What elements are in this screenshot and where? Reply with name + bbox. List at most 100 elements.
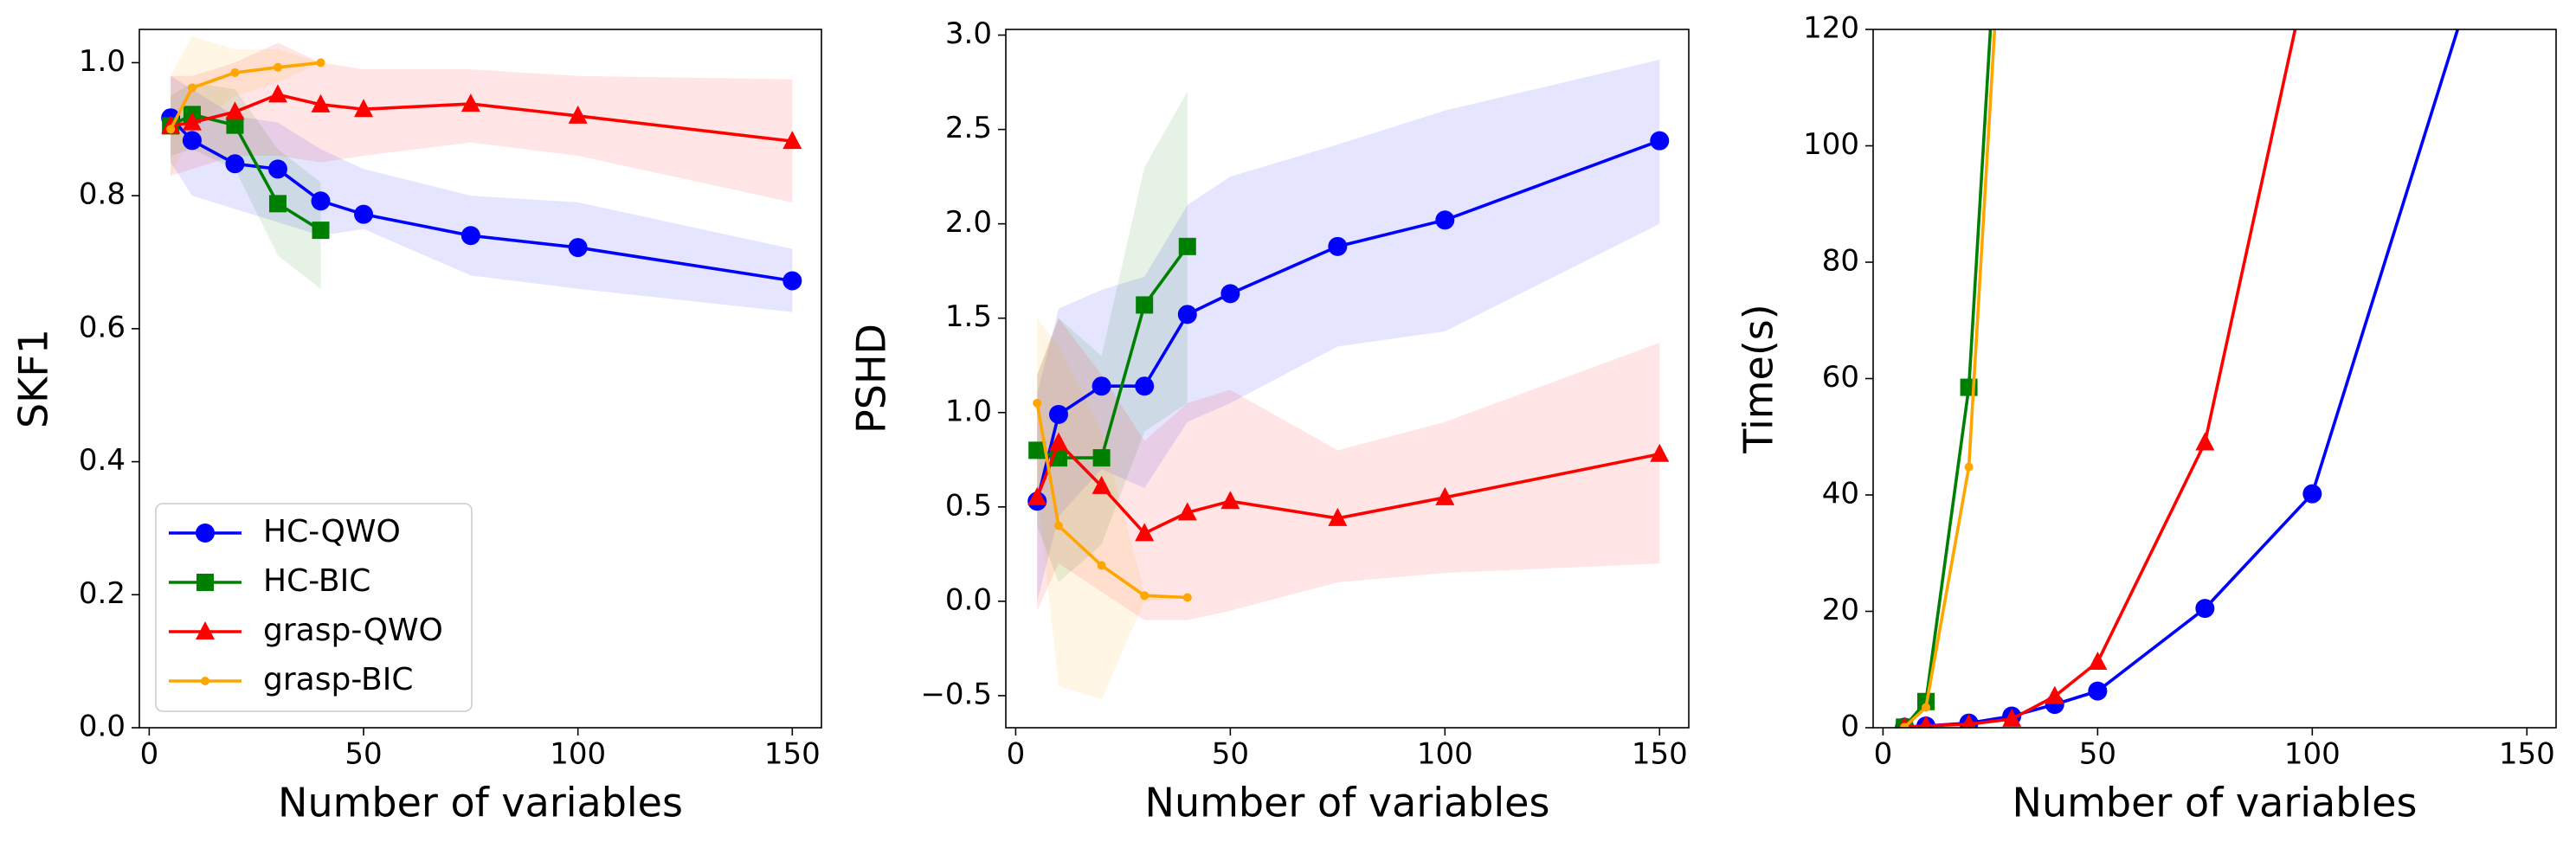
marker bbox=[1028, 441, 1046, 459]
x-axis-label: Number of variables bbox=[2012, 780, 2418, 826]
marker bbox=[311, 191, 331, 211]
marker bbox=[1328, 507, 1348, 526]
y-axis-label: Time(s) bbox=[1736, 304, 1782, 453]
x-tick-label: 100 bbox=[1417, 737, 1473, 772]
marker bbox=[166, 125, 176, 134]
marker bbox=[312, 222, 330, 240]
error-band bbox=[171, 82, 321, 289]
y-tick-label: 100 bbox=[1803, 127, 1859, 162]
marker bbox=[460, 93, 480, 112]
marker bbox=[354, 99, 374, 118]
marker bbox=[1178, 237, 1196, 255]
x-tick-label: 100 bbox=[2284, 737, 2341, 772]
marker bbox=[2195, 599, 2215, 619]
y-tick-label: 0.4 bbox=[79, 443, 126, 478]
marker bbox=[2195, 432, 2215, 451]
y-tick-label: 1.0 bbox=[79, 44, 126, 79]
marker bbox=[1136, 296, 1154, 314]
marker bbox=[1135, 523, 1155, 542]
series-line bbox=[1903, 29, 1993, 728]
marker bbox=[1033, 398, 1042, 408]
marker bbox=[1092, 449, 1111, 467]
marker bbox=[187, 83, 196, 93]
marker bbox=[1328, 236, 1348, 256]
marker bbox=[1177, 502, 1197, 521]
x-tick-label: 100 bbox=[550, 737, 606, 772]
marker bbox=[1900, 723, 1909, 728]
marker bbox=[230, 67, 240, 77]
plot-area bbox=[1027, 59, 1670, 700]
legend-symbol bbox=[201, 677, 209, 685]
marker bbox=[1961, 713, 1976, 728]
marker bbox=[1182, 593, 1192, 602]
y-tick-label: 2.0 bbox=[945, 205, 992, 240]
marker bbox=[268, 195, 287, 213]
marker bbox=[273, 62, 282, 72]
marker bbox=[1650, 443, 1670, 462]
legend-symbol bbox=[196, 574, 214, 591]
marker bbox=[267, 159, 287, 179]
y-tick-label: 0.8 bbox=[79, 177, 126, 212]
error-band bbox=[171, 42, 793, 202]
y-tick-label: 0.0 bbox=[945, 582, 992, 617]
legend-symbol bbox=[196, 524, 215, 543]
y-tick-label: 80 bbox=[1822, 244, 1859, 279]
marker bbox=[1650, 131, 1670, 151]
x-tick-label: 50 bbox=[1212, 737, 1249, 772]
marker bbox=[1921, 703, 1930, 712]
error-band bbox=[1037, 318, 1660, 620]
marker bbox=[161, 115, 181, 134]
marker bbox=[1964, 462, 1974, 472]
y-tick-label: 60 bbox=[1822, 360, 1859, 395]
legend-marker bbox=[196, 524, 215, 543]
x-tick-label: 0 bbox=[140, 737, 159, 772]
x-tick-label: 150 bbox=[764, 737, 821, 772]
y-tick-label: 0.2 bbox=[79, 576, 126, 611]
marker bbox=[1027, 486, 1047, 505]
marker bbox=[226, 116, 244, 134]
marker bbox=[1135, 376, 1155, 396]
y-tick-label: 0 bbox=[1840, 710, 1859, 744]
marker bbox=[1097, 561, 1106, 570]
marker bbox=[1220, 491, 1240, 510]
x-tick-label: 50 bbox=[2079, 737, 2116, 772]
legend-box bbox=[155, 503, 473, 712]
legend-label: grasp-QWO bbox=[263, 613, 443, 648]
y-axis-label: SKF1 bbox=[10, 329, 57, 428]
legend-symbol bbox=[196, 621, 215, 639]
marker bbox=[1435, 486, 1455, 505]
legend-marker bbox=[201, 677, 209, 685]
marker bbox=[1092, 376, 1111, 396]
plot-area bbox=[1895, 29, 2460, 728]
marker bbox=[2045, 685, 2064, 704]
series-line bbox=[1903, 29, 1997, 728]
marker bbox=[316, 58, 325, 67]
marker bbox=[782, 271, 802, 291]
marker bbox=[1140, 591, 1150, 601]
y-tick-label: 0.5 bbox=[945, 488, 992, 523]
plot-area bbox=[161, 35, 802, 312]
marker bbox=[2088, 681, 2108, 701]
x-axis-label: Number of variables bbox=[278, 780, 683, 826]
error-band bbox=[1037, 59, 1660, 601]
marker bbox=[1048, 404, 1068, 424]
marker bbox=[1220, 284, 1240, 304]
y-tick-label: 0.6 bbox=[79, 310, 126, 344]
legend-label: HC-QWO bbox=[263, 514, 401, 549]
y-tick-label: −0.5 bbox=[920, 677, 992, 711]
marker bbox=[568, 238, 588, 258]
x-tick-label: 150 bbox=[1632, 737, 1688, 772]
marker bbox=[1048, 432, 1068, 451]
marker bbox=[225, 101, 245, 120]
y-tick-label: 120 bbox=[1803, 11, 1859, 46]
y-axis-label: PSHD bbox=[848, 324, 895, 434]
marker bbox=[354, 204, 374, 224]
x-tick-label: 150 bbox=[2499, 737, 2555, 772]
y-tick-label: 0.0 bbox=[79, 710, 126, 744]
marker bbox=[1177, 305, 1197, 324]
y-tick-label: 40 bbox=[1822, 477, 1859, 511]
legend-marker bbox=[196, 574, 214, 591]
marker bbox=[1092, 475, 1111, 494]
marker bbox=[182, 131, 202, 151]
